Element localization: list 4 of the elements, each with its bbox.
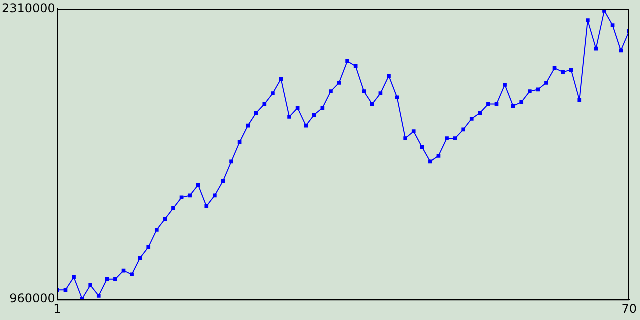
y-tick-label: 2310000 (2, 1, 56, 16)
y-tick-label: 960000 (10, 292, 56, 306)
x-tick-label: 70 (622, 302, 638, 316)
x-tick-label: 1 (54, 302, 62, 316)
